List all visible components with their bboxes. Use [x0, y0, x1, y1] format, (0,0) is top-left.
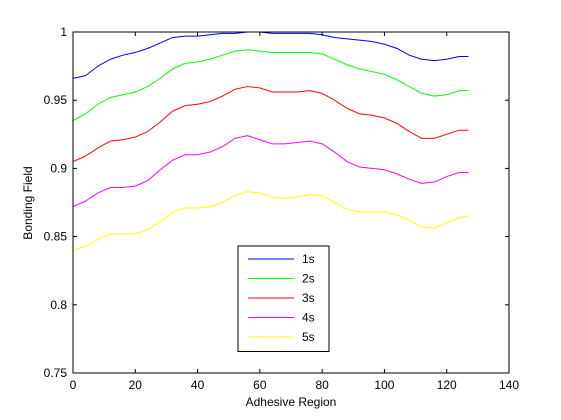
- legend-label: 3s: [302, 291, 315, 305]
- y-tick-label: 0.95: [44, 93, 68, 107]
- legend-label: 2s: [302, 272, 315, 286]
- series-line-5s: [72, 191, 469, 251]
- y-axis-title: Bonding Field: [21, 166, 35, 239]
- legend-box: [237, 245, 330, 352]
- legend-label: 5s: [302, 330, 315, 344]
- x-axis-title: Adhesive Region: [246, 395, 337, 409]
- series-line-3s: [72, 86, 469, 163]
- series-layer: [72, 31, 469, 251]
- legend: 1s 2s 3s 4s 5s: [237, 245, 330, 352]
- x-axis-ticks: 0 20 40 60 80 100 120 140: [70, 32, 519, 392]
- series-line-4s: [72, 135, 469, 208]
- y-tick-label: 0.75: [44, 366, 68, 380]
- y-tick-label: 0.8: [50, 298, 67, 312]
- x-tick-label: 120: [437, 378, 457, 392]
- series-line-2s: [72, 49, 469, 122]
- y-tick-label: 1: [60, 25, 67, 39]
- x-tick-label: 140: [499, 378, 519, 392]
- legend-label: 1s: [302, 252, 315, 266]
- series-line-1s: [72, 31, 469, 79]
- x-tick-label: 0: [70, 378, 77, 392]
- plot-frame: [72, 31, 510, 374]
- legend-label: 4s: [302, 311, 315, 325]
- x-tick-label: 100: [374, 378, 394, 392]
- y-axis-ticks: 0.75 0.8 0.85 0.9 0.95 1: [44, 25, 509, 380]
- y-tick-label: 0.9: [50, 161, 67, 175]
- x-tick-label: 20: [129, 378, 143, 392]
- y-tick-label: 0.85: [44, 230, 68, 244]
- x-tick-label: 60: [253, 378, 267, 392]
- x-tick-label: 80: [315, 378, 329, 392]
- x-tick-label: 40: [191, 378, 205, 392]
